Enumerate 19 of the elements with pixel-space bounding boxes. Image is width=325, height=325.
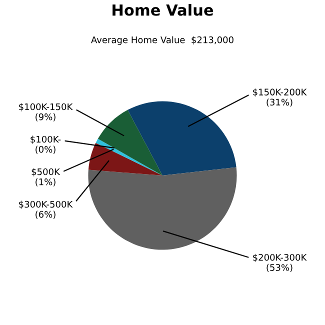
slice-label: $150K-200K [253, 88, 307, 97]
pie-slice [88, 167, 237, 250]
data-label: (6%) [36, 210, 56, 219]
pie-slice [98, 110, 162, 176]
slice-label: $300K-500K [19, 200, 73, 209]
pie-slice [128, 101, 236, 176]
text: (0%) [36, 146, 56, 154]
slice-label: $200K-300K [253, 254, 307, 262]
pie-slice [96, 138, 162, 176]
pie-slice [88, 142, 162, 176]
data-label: (53%) [266, 264, 292, 272]
data-label: (31%) [266, 98, 292, 107]
chart-subtitle: Average Home Value $213,000 [91, 36, 234, 45]
data-label: (1%) [36, 178, 56, 186]
slice-label: $500K [32, 168, 60, 176]
data-label: (9%) [36, 113, 56, 122]
category-label: $100K- [30, 136, 61, 144]
slice-label: $100K-150K [19, 103, 73, 112]
chart-title: Home Value [112, 4, 214, 16]
